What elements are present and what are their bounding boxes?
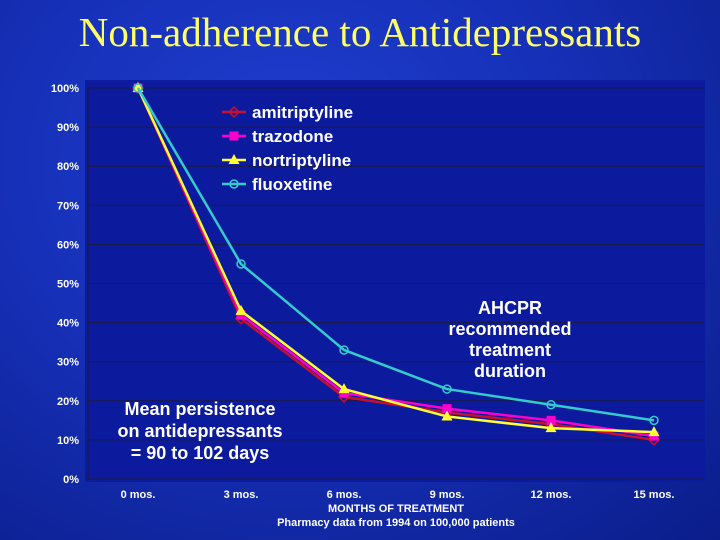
ahcpr-line: recommended (448, 319, 572, 339)
legend-marker-trazodone (229, 131, 239, 141)
legend-marker-fluoxetine (229, 179, 239, 189)
y-tick-label: 30% (57, 357, 79, 369)
data-point-trazodone (442, 404, 452, 414)
legend-label-nortriptyline: nortriptyline (252, 151, 351, 170)
legend-label-amitriptyline: amitriptyline (252, 103, 353, 122)
data-point-fluoxetine (236, 259, 246, 269)
data-point-nortriptyline (338, 383, 350, 394)
y-tick-label: 20% (57, 396, 79, 408)
data-point-fluoxetine (133, 83, 143, 93)
x-tick-label: 6 mos. (327, 489, 362, 501)
data-point-fluoxetine (339, 345, 349, 355)
x-axis-sublabel: Pharmacy data from 1994 on 100,000 patie… (277, 517, 515, 529)
x-axis-label: MONTHS OF TREATMENT (327, 503, 465, 515)
ahcpr-annotation: AHCPR recommended treatment duration (430, 298, 590, 382)
data-point-nortriptyline (648, 426, 660, 437)
y-tick-label: 70% (57, 200, 79, 212)
mean-persistence-annotation: Mean persistence on antidepressants = 90… (95, 398, 305, 464)
mean-line: Mean persistence (124, 399, 276, 419)
x-tick-label: 3 mos. (224, 489, 259, 501)
data-point-nortriptyline (235, 304, 247, 315)
x-tick-label: 9 mos. (430, 489, 465, 501)
legend-marker-amitriptyline (227, 105, 241, 119)
y-tick-label: 90% (57, 122, 79, 134)
y-tick-label: 100% (51, 83, 79, 95)
legend-marker-nortriptyline (228, 154, 240, 164)
y-tick-label: 40% (57, 318, 79, 330)
y-tick-label: 60% (57, 239, 79, 251)
series-line-amitriptyline (136, 87, 655, 442)
mean-line: = 90 to 102 days (130, 443, 270, 463)
y-tick-label: 80% (57, 161, 79, 173)
y-tick-label: 0% (63, 474, 79, 486)
mean-line: on antidepressants (117, 421, 283, 441)
y-tick-label: 50% (57, 279, 79, 291)
plot-area (85, 80, 705, 482)
ahcpr-line: duration (474, 361, 546, 381)
legend-label-fluoxetine: fluoxetine (252, 175, 332, 194)
series-line-fluoxetine (136, 87, 655, 422)
ahcpr-line: AHCPR (477, 298, 542, 318)
x-tick-label: 15 mos. (634, 489, 675, 501)
data-point-nortriptyline (441, 410, 453, 421)
data-point-fluoxetine (442, 384, 452, 394)
data-point-fluoxetine (649, 415, 659, 426)
data-point-nortriptyline (132, 82, 144, 92)
slide-title: Non-adherence to Antidepressants (78, 9, 642, 55)
series-line-trazodone (136, 87, 655, 438)
x-axis-title: MONTHS OF TREATMENT Pharmacy data from 1… (200, 502, 592, 530)
ahcpr-line: treatment (468, 340, 552, 360)
x-tick-label: 12 mos. (531, 489, 572, 501)
legend-label-trazodone: trazodone (252, 127, 333, 146)
data-point-trazodone (546, 415, 556, 425)
series-line-nortriptyline (136, 87, 655, 434)
data-point-nortriptyline (545, 422, 557, 433)
x-tick-label: 0 mos. (121, 489, 156, 501)
data-point-fluoxetine (546, 399, 556, 410)
y-tick-label: 10% (57, 435, 79, 447)
